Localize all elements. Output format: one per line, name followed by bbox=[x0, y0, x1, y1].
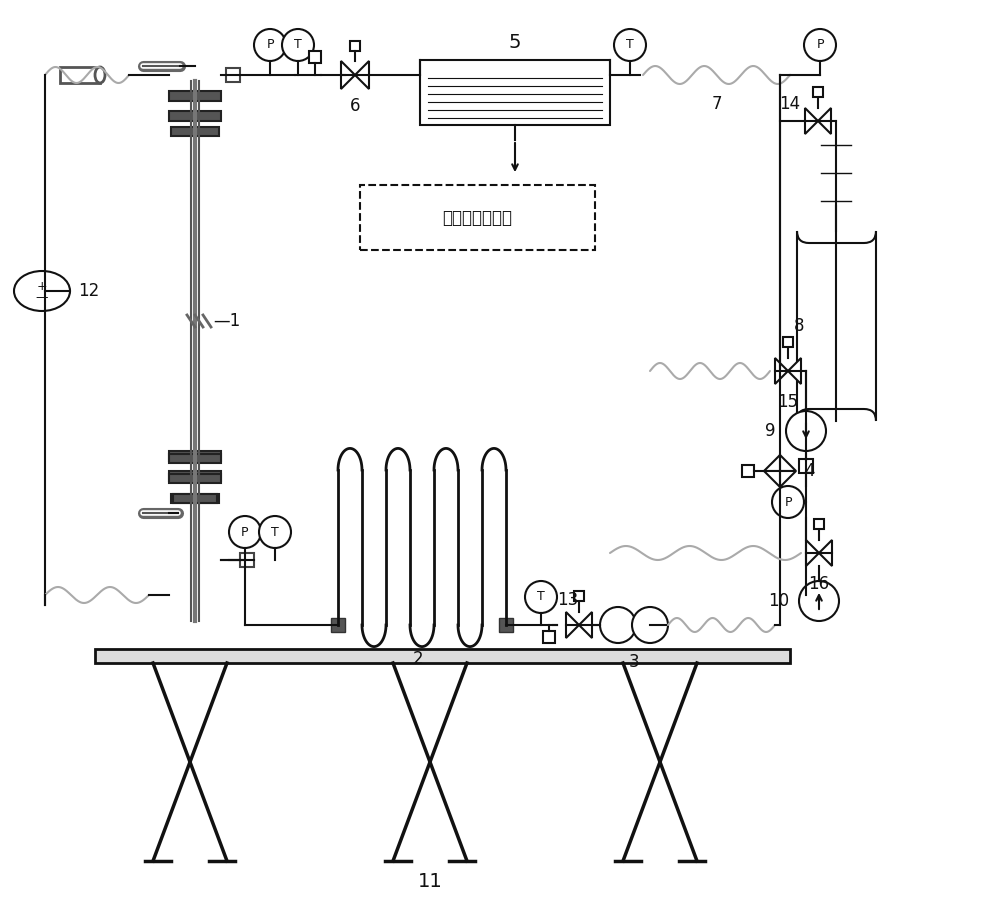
Text: P: P bbox=[241, 526, 249, 538]
Bar bbox=[169, 471, 221, 481]
Text: 11: 11 bbox=[418, 872, 442, 891]
Polygon shape bbox=[764, 471, 796, 487]
Bar bbox=[60, 67, 100, 83]
Bar bbox=[169, 474, 221, 483]
Text: 16: 16 bbox=[808, 575, 830, 593]
Circle shape bbox=[525, 581, 557, 613]
Polygon shape bbox=[805, 108, 818, 134]
Circle shape bbox=[614, 29, 646, 61]
Text: 7: 7 bbox=[711, 95, 722, 113]
Text: 5: 5 bbox=[509, 33, 521, 52]
Text: —1: —1 bbox=[213, 312, 240, 330]
Text: 8: 8 bbox=[794, 317, 804, 335]
Text: T: T bbox=[294, 38, 302, 52]
Circle shape bbox=[799, 581, 839, 621]
Polygon shape bbox=[566, 612, 579, 638]
Text: P: P bbox=[266, 38, 274, 52]
Circle shape bbox=[786, 411, 826, 451]
Bar bbox=[814, 519, 824, 529]
Circle shape bbox=[229, 516, 261, 548]
Text: T: T bbox=[537, 590, 545, 603]
Bar bbox=[799, 459, 813, 473]
FancyBboxPatch shape bbox=[797, 231, 876, 421]
Polygon shape bbox=[775, 358, 788, 384]
Bar bbox=[574, 591, 584, 601]
Bar bbox=[95, 649, 790, 663]
Polygon shape bbox=[341, 61, 355, 89]
Text: 15: 15 bbox=[777, 393, 799, 411]
Circle shape bbox=[600, 607, 636, 643]
Bar bbox=[169, 454, 221, 463]
Text: +: + bbox=[37, 280, 47, 292]
Bar bbox=[226, 68, 240, 82]
Circle shape bbox=[282, 29, 314, 61]
Ellipse shape bbox=[14, 271, 70, 311]
Bar bbox=[331, 618, 345, 632]
Text: —: — bbox=[36, 292, 48, 304]
Bar bbox=[499, 618, 513, 632]
Bar bbox=[169, 451, 221, 461]
Text: 二次側冷凝系统: 二次側冷凝系统 bbox=[442, 209, 512, 227]
Bar bbox=[783, 337, 793, 347]
Circle shape bbox=[632, 607, 668, 643]
Bar bbox=[169, 111, 221, 121]
Text: 4: 4 bbox=[804, 462, 814, 480]
Bar bbox=[309, 51, 321, 63]
Bar bbox=[171, 127, 219, 136]
Circle shape bbox=[254, 29, 286, 61]
Circle shape bbox=[772, 486, 804, 518]
Text: 6: 6 bbox=[350, 97, 360, 115]
Text: 2: 2 bbox=[413, 650, 423, 668]
Polygon shape bbox=[764, 455, 796, 471]
Bar bbox=[173, 494, 217, 503]
Polygon shape bbox=[788, 358, 801, 384]
Text: P: P bbox=[816, 38, 824, 52]
Text: T: T bbox=[271, 526, 279, 538]
Polygon shape bbox=[819, 540, 832, 566]
Text: P: P bbox=[784, 496, 792, 508]
Circle shape bbox=[259, 516, 291, 548]
Text: 14: 14 bbox=[779, 95, 800, 113]
Text: T: T bbox=[626, 38, 634, 52]
Text: 12: 12 bbox=[78, 282, 99, 300]
Polygon shape bbox=[579, 612, 592, 638]
Bar bbox=[350, 41, 360, 51]
Polygon shape bbox=[355, 61, 369, 89]
Bar bbox=[169, 91, 221, 101]
Bar bbox=[360, 185, 595, 250]
Bar bbox=[543, 631, 555, 643]
Text: 10: 10 bbox=[768, 592, 789, 610]
Bar bbox=[171, 494, 219, 503]
Ellipse shape bbox=[95, 67, 105, 83]
Bar bbox=[420, 60, 610, 125]
Polygon shape bbox=[818, 108, 831, 134]
Circle shape bbox=[804, 29, 836, 61]
Text: 13: 13 bbox=[557, 591, 578, 609]
Text: 9: 9 bbox=[766, 422, 776, 440]
Bar bbox=[240, 553, 254, 567]
Bar bbox=[813, 87, 823, 97]
Bar bbox=[742, 465, 754, 477]
Text: 3: 3 bbox=[629, 653, 639, 671]
Polygon shape bbox=[806, 540, 819, 566]
